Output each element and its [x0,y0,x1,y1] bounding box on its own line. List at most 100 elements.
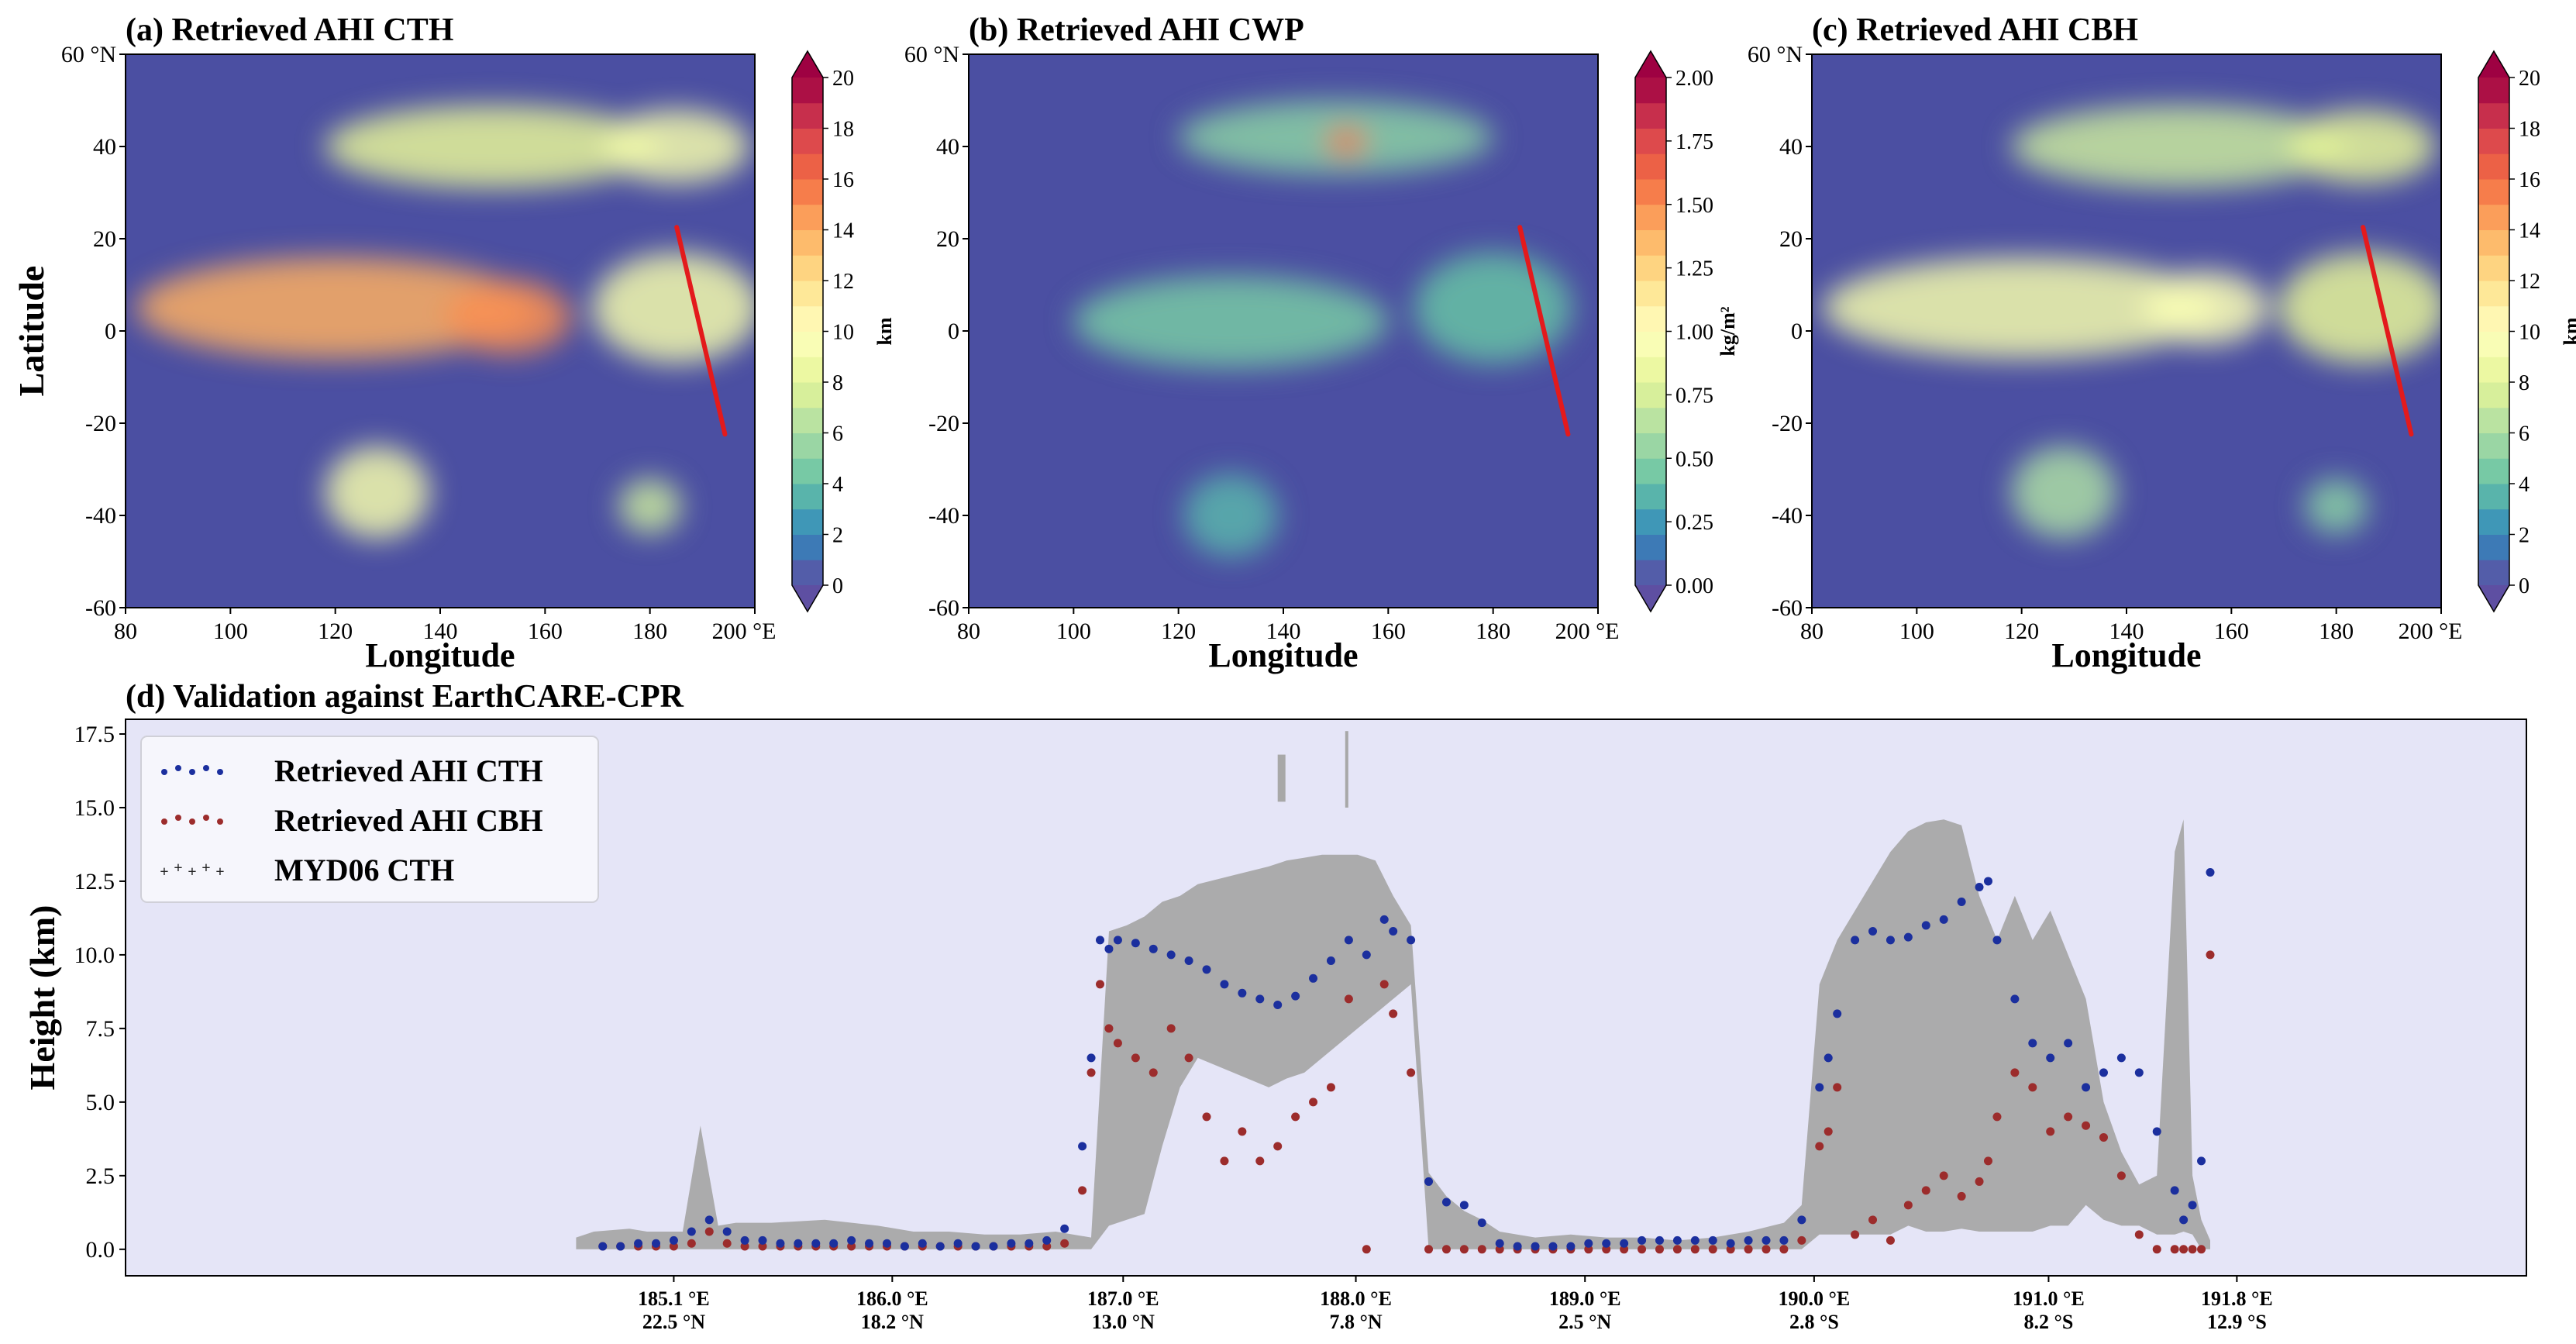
cbh-point [1833,1083,1842,1092]
cth-point [1007,1239,1016,1248]
cbh-point [687,1239,696,1248]
cbh-point [1344,994,1353,1004]
cbh-point [2010,1068,2020,1077]
satellite-track [1517,225,1571,437]
cbh-point [1584,1245,1593,1254]
cbh-point [2170,1245,2179,1254]
colorbar-tick-label: 10 [832,321,854,345]
cloud-region [592,252,755,364]
y-tick-label: 40 [93,134,116,160]
y-tick-label: 60 °N [61,42,116,67]
y-tick-label: 7.5 [86,1016,115,1042]
colorbar-band [2478,281,2509,307]
cth-point [829,1239,839,1248]
x-tick-lat: 13.0 °N [1092,1311,1155,1333]
cth-point [1202,965,1211,974]
cbh-point [1291,1112,1300,1122]
x-tick-label: 140 [2109,619,2144,644]
colorbar-tick-label: 12 [2519,270,2540,294]
cloud-region [618,478,682,534]
cth-point [1531,1242,1540,1251]
colorbar-tick-label: 16 [832,168,854,192]
cth-point [1326,956,1335,966]
y-tick-label: 2.5 [86,1163,115,1189]
cth-point [1441,1198,1451,1207]
colorbar-tick-label: 16 [2519,168,2540,192]
colorbar-band [792,255,823,281]
cth-point [2028,1039,2037,1048]
cth-point [1690,1235,1700,1245]
cbh-point [740,1242,749,1251]
y-tick-label: 60 °N [904,42,959,67]
y-tick-label: -60 [85,595,116,621]
cth-point [847,1235,856,1245]
y-tick-label: 12.5 [74,869,115,894]
cth-point [1113,936,1122,945]
colorbar-band [792,382,823,408]
cth-point [882,1239,891,1248]
colorbar-band [2478,102,2509,129]
legend-marker: + [160,863,168,880]
cth-point [1096,936,1104,945]
cbh-point [1984,1156,1992,1166]
x-tick-lat: 8.2 °S [2023,1311,2073,1333]
cth-point [900,1242,909,1251]
x-tick-lat: 2.5 °N [1558,1311,1611,1333]
colorbar-extend-min [1635,585,1666,612]
cbh-point [1096,980,1104,989]
x-tick-lon: 191.0 °E [2013,1287,2085,1310]
cth-point [598,1242,608,1251]
colorbar-band [2478,357,2509,383]
colorbar-tick-label: 20 [832,67,854,91]
x-tick-label: 120 [2004,619,2039,644]
cloud-region [445,280,572,354]
colorbar-band [2478,508,2509,535]
y-tick-label: -40 [85,503,116,529]
colorbar-label: km [2560,317,2576,345]
cbh-point [1441,1245,1451,1254]
colorbar-band [2478,432,2509,459]
cbh-point [1060,1239,1069,1248]
x-axis-label: Longitude [365,636,515,674]
cloud-region [2288,109,2437,184]
y-tick-label: 0.0 [86,1237,115,1263]
cbh-point [1202,1112,1211,1122]
x-tick-label: 100 [1899,619,1934,644]
cloud-field [1822,105,2441,539]
y-axis-label: Latitude [12,266,51,397]
map-panels: 80 100 120 140 160 180 200 °E60 °N40200-20-40-… [12,12,2576,674]
colorbar-band [1635,281,1666,307]
cth-point [1344,936,1353,945]
colorbar-band [2478,331,2509,357]
x-tick-lon: 186.0 °E [856,1287,928,1310]
cth-point [634,1239,643,1248]
cbh-point [1824,1127,1833,1136]
cbh-point [1459,1245,1469,1254]
cbh-point [1690,1245,1700,1254]
cloud-region [325,105,661,188]
colorbar-band [792,153,823,180]
legend-marker [161,769,167,775]
cbh-point [1815,1142,1824,1151]
x-tick-lon: 187.0 °E [1087,1287,1159,1310]
y-tick-label: 0 [948,319,959,344]
legend-marker: + [201,860,210,877]
cth-point [918,1239,927,1248]
colorbar-label: km [873,317,896,345]
colorbar-tick-label: 1.75 [1675,130,1713,154]
colorbar-band [1635,204,1666,230]
y-tick-label: 0 [1791,319,1803,344]
x-tick-label: 80 [957,619,980,644]
colorbar: 0 2 4 6 8 10 12 14 16 18 20 km [2478,50,2576,613]
y-tick-label: 0 [105,319,116,344]
x-tick-lat: 18.2 °N [861,1311,924,1333]
cth-point [776,1239,785,1248]
cbh-point [1389,1009,1398,1018]
cloud-region [2142,271,2268,345]
colorbar-band [1635,432,1666,459]
cbh-point [1042,1242,1052,1251]
cbh-point [2197,1245,2206,1254]
cloud-region [1325,128,1368,156]
x-tick-label: 140 [423,619,458,644]
cth-point [1424,1177,1434,1186]
